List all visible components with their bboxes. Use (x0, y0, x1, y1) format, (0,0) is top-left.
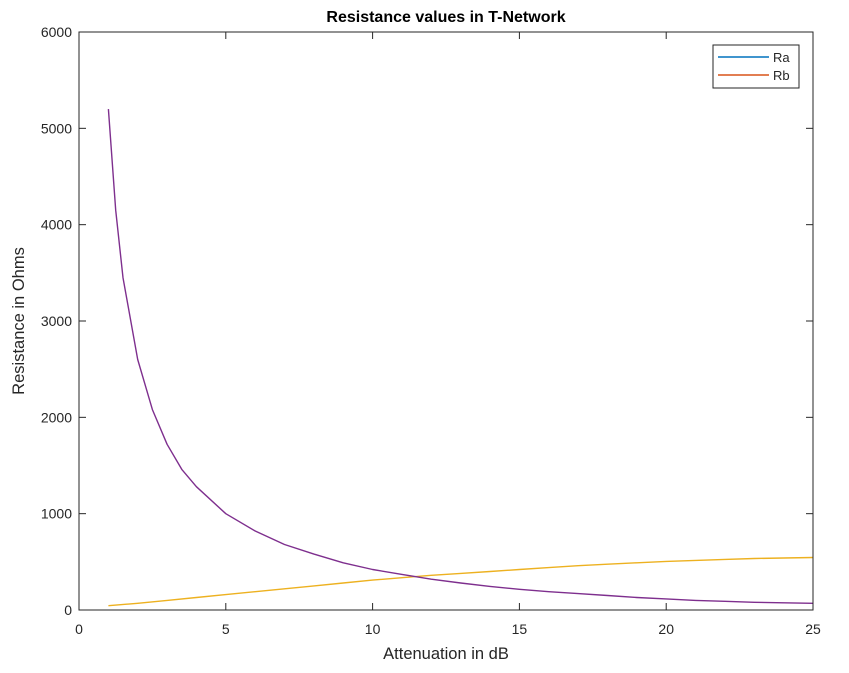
plot-area (79, 32, 813, 610)
legend: Ra Rb (712, 44, 800, 89)
y-tick-label: 5000 (41, 120, 72, 136)
series-line-2 (107, 109, 814, 604)
axes (79, 32, 813, 610)
chart-title: Resistance values in T-Network (326, 9, 565, 26)
axis-ticks: 0 5 10 15 20 25 0 1000 2000 3000 4000 5000 6000 (41, 24, 821, 637)
series-line-1 (108, 556, 814, 607)
y-axis-label: Resistance in Ohms (10, 247, 28, 395)
x-tick-label: 25 (805, 621, 821, 637)
y-tick-label: 4000 (41, 217, 72, 233)
y-tick-label: 2000 (41, 409, 72, 425)
x-tick-label: 5 (222, 621, 230, 637)
y-tick-label: 6000 (41, 24, 72, 40)
x-tick-label: 20 (658, 621, 674, 637)
x-axis-label: Attenuation in dB (383, 645, 509, 663)
legend-label: Rb (773, 68, 790, 83)
legend-box (712, 44, 800, 89)
x-tick-label: 10 (365, 621, 381, 637)
y-tick-label: 3000 (41, 313, 72, 329)
legend-label: Ra (773, 50, 790, 65)
x-tick-label: 0 (75, 621, 83, 637)
y-tick-label: 1000 (41, 506, 72, 522)
x-tick-label: 15 (512, 621, 528, 637)
y-tick-label: 0 (64, 602, 72, 618)
series-lines (107, 109, 814, 607)
